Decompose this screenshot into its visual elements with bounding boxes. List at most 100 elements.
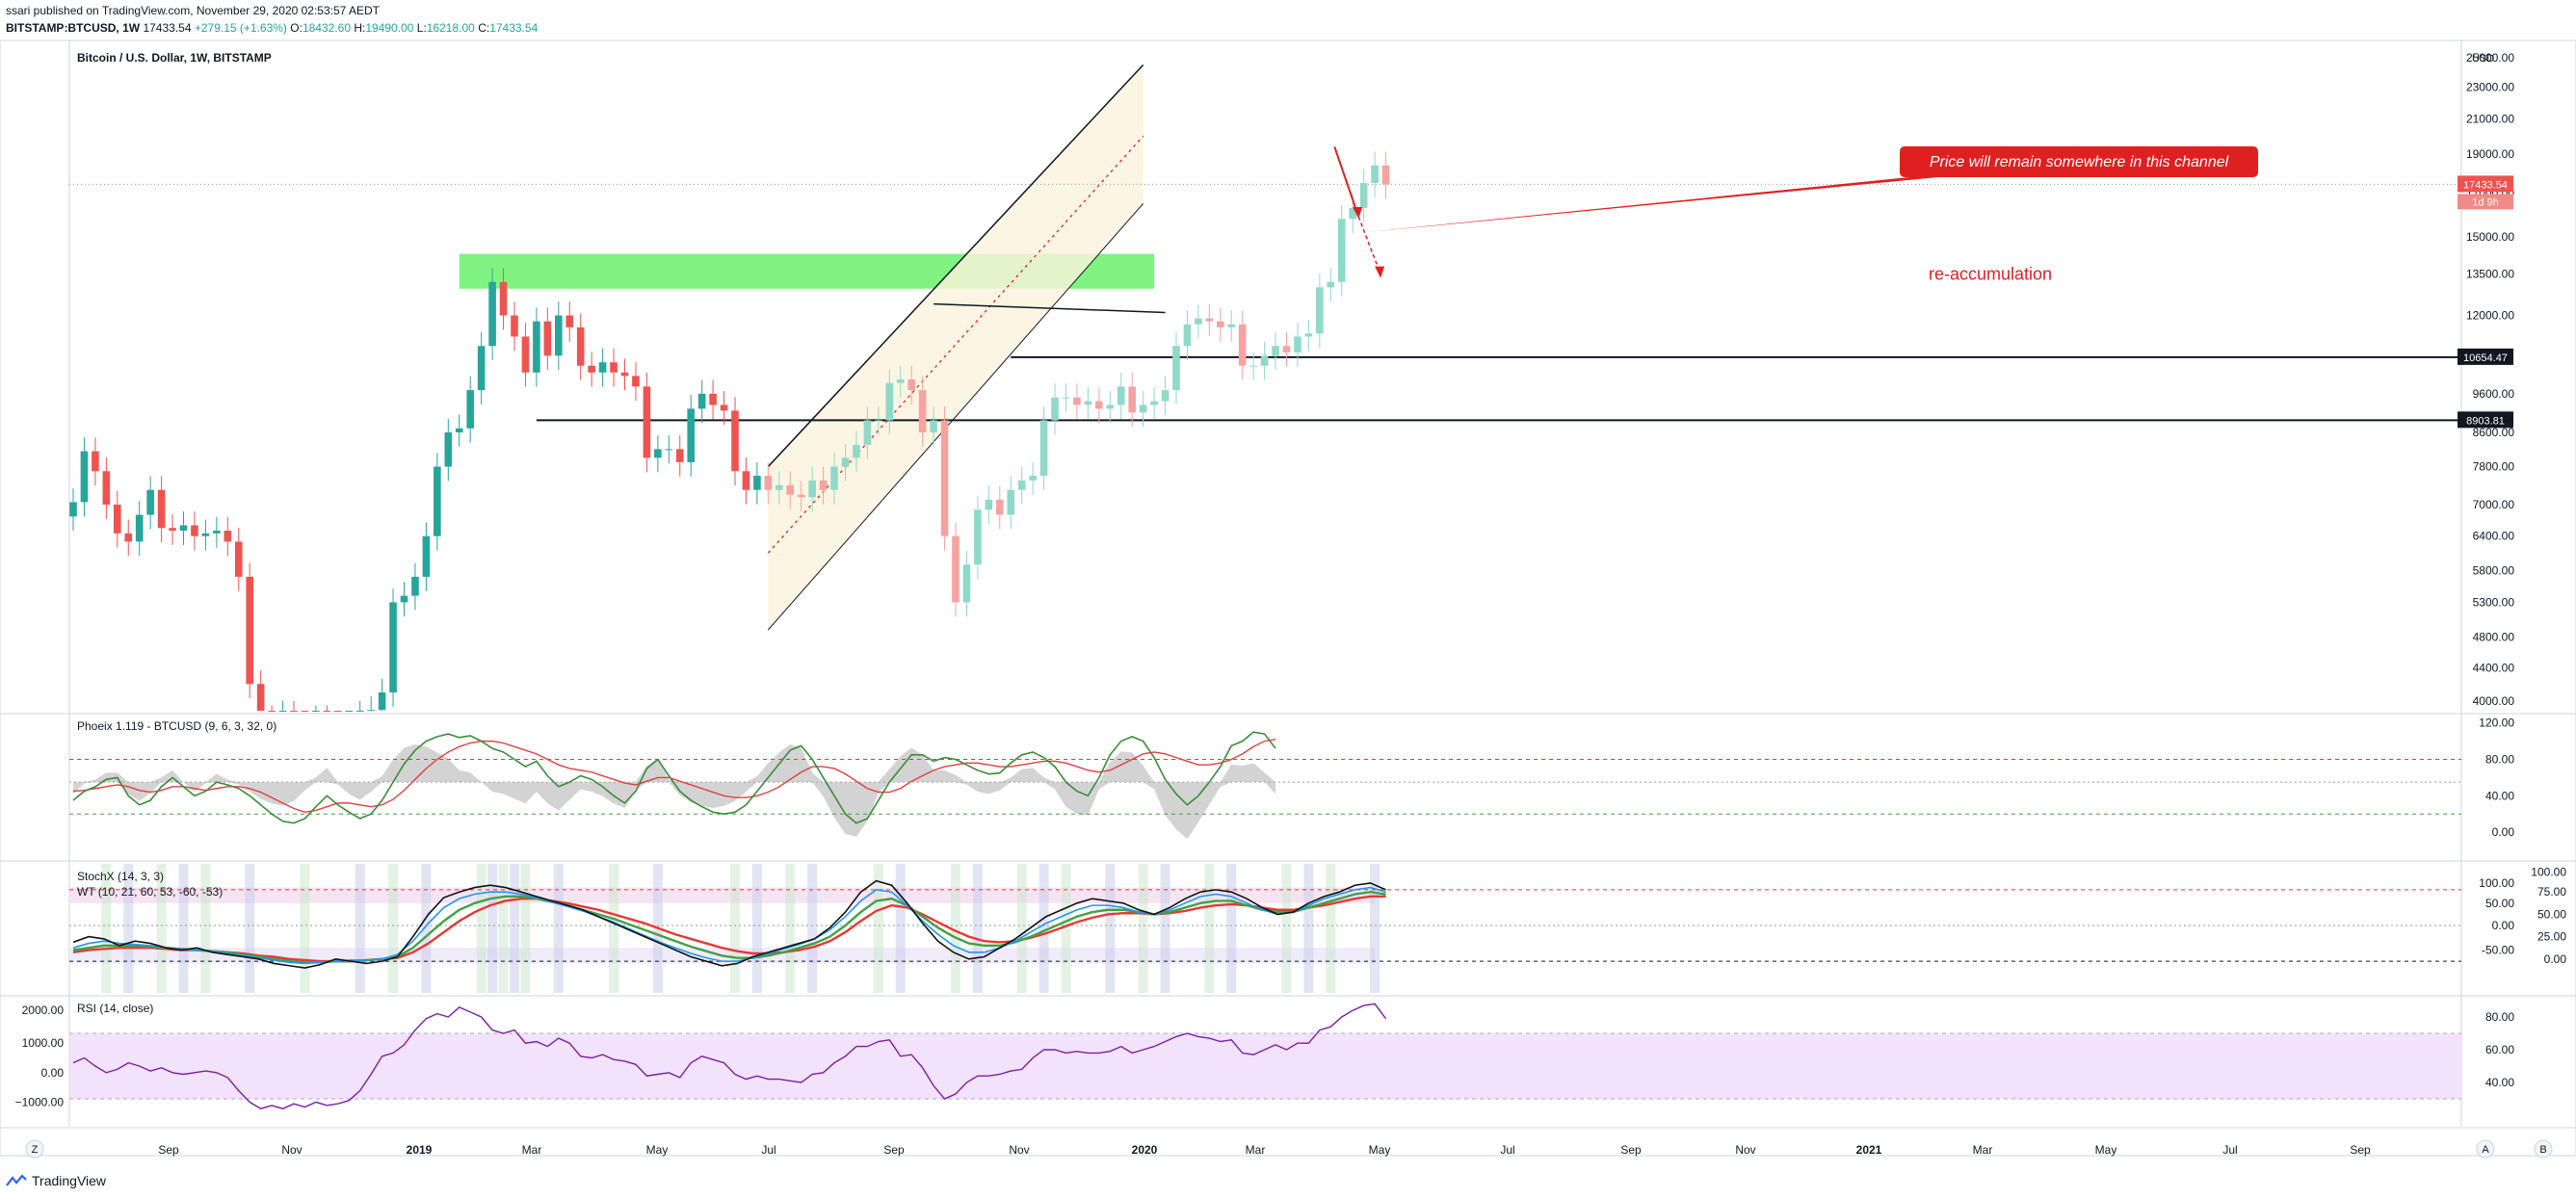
stochx-shade: [355, 864, 365, 993]
candle-body: [1117, 386, 1125, 405]
candle-body: [1084, 401, 1092, 405]
candle-body: [974, 509, 982, 565]
candle-body: [334, 711, 342, 712]
countdown-tag: [2458, 194, 2513, 210]
stochx-black-line: [72, 879, 1386, 969]
stochx-shade: [1061, 864, 1071, 993]
channel-mid-line: [767, 135, 1144, 554]
auto-scale-button-circle: [2476, 1139, 2495, 1159]
arrow-segment: [1333, 146, 1360, 218]
price-tick: 19000.00: [2466, 147, 2514, 161]
last-price-text: 17433.54: [2463, 179, 2508, 191]
level-price-text: 8903.81: [2466, 415, 2505, 427]
candle-body: [69, 502, 77, 517]
candle-body: [1051, 397, 1059, 421]
candle-body: [709, 393, 717, 405]
candle-body: [1017, 480, 1026, 490]
candle-body: [488, 281, 496, 347]
time-tick: Mar: [1973, 1143, 1993, 1157]
price-tick: 21000.00: [2466, 113, 2514, 126]
tradingview-logo[interactable]: TradingView: [6, 1173, 106, 1188]
stochx-shade: [476, 864, 486, 993]
candle-body: [444, 431, 453, 467]
level-price-text: 10654.47: [2463, 352, 2508, 364]
candle-body: [323, 711, 331, 712]
rsi-right-tick: 80.00: [2485, 1010, 2514, 1024]
candle-body: [985, 499, 993, 510]
rsi-right-tick: 40.00: [2485, 1076, 2514, 1089]
stochx-title: StochX (14, 3, 3): [77, 870, 164, 883]
countdown-text: 1d 9h: [2472, 196, 2499, 208]
close-value: 17433.54: [489, 21, 539, 35]
candle-body: [455, 428, 463, 432]
level-line-12000: [933, 302, 1166, 314]
candle-body: [830, 466, 838, 490]
auto-scale-button-label: A: [2482, 1144, 2489, 1156]
candle-body: [1073, 397, 1081, 405]
candle-body: [643, 386, 651, 458]
stochx-shade: [1016, 864, 1027, 993]
time-tick: May: [1369, 1143, 1391, 1157]
rsi-left-tick: 0.00: [41, 1066, 65, 1080]
zoom-button-circle: [25, 1139, 44, 1159]
candle-body: [1304, 333, 1313, 337]
auto-scale-button[interactable]: A: [2476, 1139, 2495, 1159]
stochx-shade: [421, 864, 432, 993]
candle-body: [786, 484, 795, 495]
candle-body: [477, 346, 486, 391]
candle-body: [720, 404, 728, 411]
rsi-band: [69, 1033, 2461, 1099]
rsi-left-tick: 2000.00: [22, 1004, 65, 1017]
candle-body: [675, 449, 684, 462]
candle-body: [1316, 287, 1324, 334]
stochx-blue-line: [72, 886, 1386, 965]
candle-body: [1327, 281, 1335, 288]
candle-body: [620, 372, 629, 377]
candle-body: [808, 480, 816, 498]
candle-body: [411, 576, 419, 596]
candle-body: [146, 489, 154, 515]
channel-fill: [768, 65, 1143, 631]
phoeix-title: Phoeix 1.119 - BTCUSD (9, 6, 3, 32, 0): [77, 719, 276, 733]
candle-body: [1062, 397, 1070, 399]
candle-body: [1139, 404, 1147, 413]
arrow-segment-dashed: [1357, 216, 1381, 274]
brand-label: TradingView: [32, 1173, 107, 1188]
stochx-shade: [785, 864, 796, 993]
candle-body: [853, 444, 860, 458]
stochx-shade: [1226, 864, 1237, 993]
rsi-right-tick: 60.00: [2485, 1043, 2514, 1056]
candle-body: [1183, 324, 1192, 347]
time-tick: 2021: [1856, 1143, 1882, 1157]
candle-body: [511, 315, 518, 337]
zoom-button[interactable]: Z: [25, 1139, 44, 1159]
price-tick: 5800.00: [2473, 564, 2515, 578]
candle-body: [1337, 219, 1346, 282]
price-tick: 6400.00: [2473, 530, 2515, 543]
phoeix-fast-line: [72, 731, 1276, 824]
candle-body: [576, 326, 585, 366]
time-tick: Sep: [158, 1143, 179, 1157]
candle-body: [179, 525, 188, 532]
candle-body: [1106, 404, 1115, 409]
candle-body: [598, 362, 607, 373]
price-tick: 23000.00: [2466, 80, 2514, 93]
stochx-shade: [510, 864, 519, 993]
stochx-shade: [520, 864, 531, 993]
candle-body: [1039, 420, 1048, 477]
price-tick: 7800.00: [2473, 460, 2515, 474]
low-label: L:: [416, 21, 427, 35]
candle-body: [775, 484, 783, 490]
candle-body: [687, 408, 695, 462]
log-scale-button[interactable]: B: [2534, 1139, 2553, 1159]
candle-body: [1260, 355, 1269, 366]
arrow-head: [1353, 206, 1363, 219]
stochx-shade: [123, 864, 134, 993]
candle-body: [1249, 365, 1257, 367]
candle-body: [378, 691, 386, 711]
rsi-left-tick: 1000.00: [22, 1036, 65, 1050]
price-tick: 7000.00: [2473, 498, 2515, 511]
candle-body: [764, 476, 773, 490]
level-price-tag: [2458, 411, 2513, 429]
